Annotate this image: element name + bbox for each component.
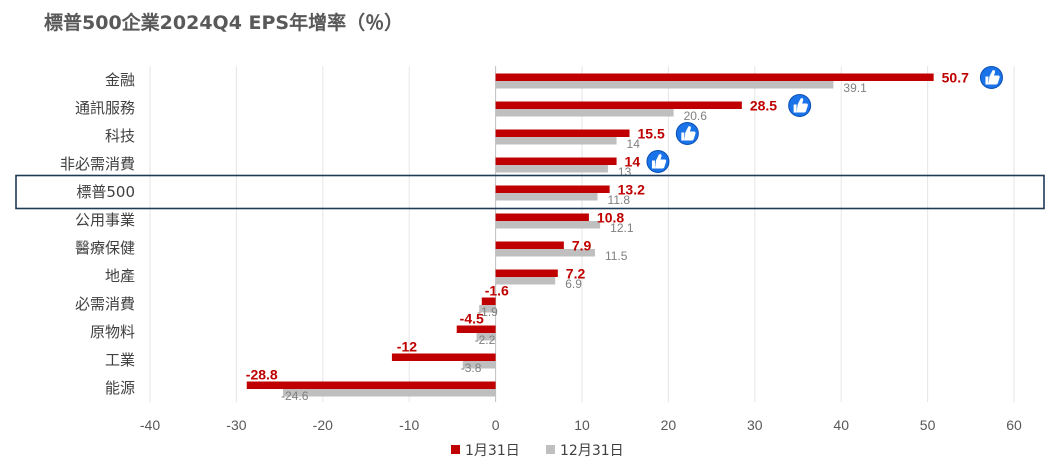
bar-jan (456, 325, 496, 333)
x-tick-label: 50 (920, 417, 936, 433)
bar-jan (481, 297, 496, 305)
legend-swatch-dec (546, 445, 555, 454)
category-label: 標普500 (76, 183, 135, 201)
category-label: 金融 (105, 71, 135, 89)
x-tick-label: 30 (747, 417, 763, 433)
category-label: 非必需消費 (60, 155, 135, 173)
x-tick-label: 60 (1006, 417, 1022, 433)
value-label-dec: 11.5 (605, 249, 628, 263)
category-label: 工業 (105, 351, 135, 369)
thumbs-up-glyph (681, 126, 696, 141)
value-label-jan: 28.5 (750, 98, 777, 114)
bar-jan (246, 381, 496, 389)
value-label-jan: 7.9 (572, 238, 592, 254)
value-label-dec: -2.2 (475, 333, 496, 347)
bar-jan (495, 73, 934, 81)
value-label-jan: -1.6 (485, 283, 509, 299)
legend-label-jan: 1月31日 (465, 443, 520, 459)
bar-dec (495, 249, 595, 257)
bar-jan (495, 157, 617, 165)
x-tick-label: 40 (833, 417, 849, 433)
x-tick-label: 20 (661, 417, 677, 433)
bar-dec (479, 305, 496, 313)
value-label-dec: -24.6 (281, 389, 309, 403)
value-label-dec: 39.1 (843, 81, 867, 95)
bar-jan (495, 101, 742, 109)
bar-dec (495, 137, 617, 145)
bar-dec (495, 277, 556, 285)
value-label-jan: 13.2 (618, 182, 645, 198)
bar-jan (495, 185, 610, 193)
value-label-jan: 15.5 (638, 126, 665, 142)
thumbs-up-glyph (985, 70, 1000, 85)
chart-title: 標普500企業2024Q4 EPS年增率（％） (44, 12, 404, 34)
value-label-jan: 14 (625, 154, 641, 170)
value-label-jan: 10.8 (597, 210, 624, 226)
highlight-box (15, 174, 1045, 210)
value-label-dec: 14 (627, 137, 641, 151)
category-label: 地產 (105, 267, 135, 285)
x-tick-label: 0 (492, 417, 500, 433)
value-label-dec: 11.8 (608, 193, 631, 207)
value-label-jan: -12 (397, 339, 417, 355)
value-label-dec: -3.8 (461, 361, 482, 375)
bar-dec (495, 109, 674, 117)
category-label: 科技 (105, 127, 135, 145)
category-label: 公用事業 (75, 211, 135, 229)
value-label-jan: -4.5 (460, 311, 484, 327)
value-label-jan: -28.8 (246, 367, 278, 383)
bar-jan (495, 129, 630, 137)
value-label-dec: 13 (618, 165, 632, 179)
bar-jan (495, 241, 564, 249)
bar-dec (495, 81, 834, 89)
value-label-jan: 50.7 (942, 70, 969, 86)
x-tick-label: -40 (140, 417, 160, 433)
x-tick-label: -30 (226, 417, 246, 433)
bar-jan (391, 353, 496, 361)
value-label-dec: 20.6 (684, 109, 708, 123)
bar-dec (495, 193, 598, 201)
thumbs-up-glyph (793, 98, 808, 113)
category-label: 能源 (105, 379, 135, 397)
bar-dec (476, 333, 496, 341)
category-label: 原物料 (90, 323, 135, 341)
value-label-dec: -1.9 (477, 305, 498, 319)
bar-dec (283, 389, 496, 397)
legend-swatch-jan (451, 445, 460, 454)
category-label: 必需消費 (75, 295, 135, 313)
bar-jan (495, 213, 589, 221)
bar-dec (495, 221, 601, 229)
value-label-dec: 12.1 (610, 221, 634, 235)
thumbs-up-glyph (651, 154, 667, 169)
value-label-jan: 7.2 (566, 266, 586, 282)
category-label: 通訊服務 (75, 99, 135, 117)
value-label-dec: 6.9 (565, 277, 582, 291)
bar-jan (495, 269, 558, 277)
bar-dec (495, 165, 608, 173)
legend-label-dec: 12月31日 (560, 443, 624, 459)
category-label: 醫療保健 (75, 239, 135, 257)
x-tick-label: 10 (574, 417, 590, 433)
x-tick-label: -20 (313, 417, 333, 433)
bar-dec (462, 361, 496, 369)
x-tick-label: -10 (399, 417, 419, 433)
